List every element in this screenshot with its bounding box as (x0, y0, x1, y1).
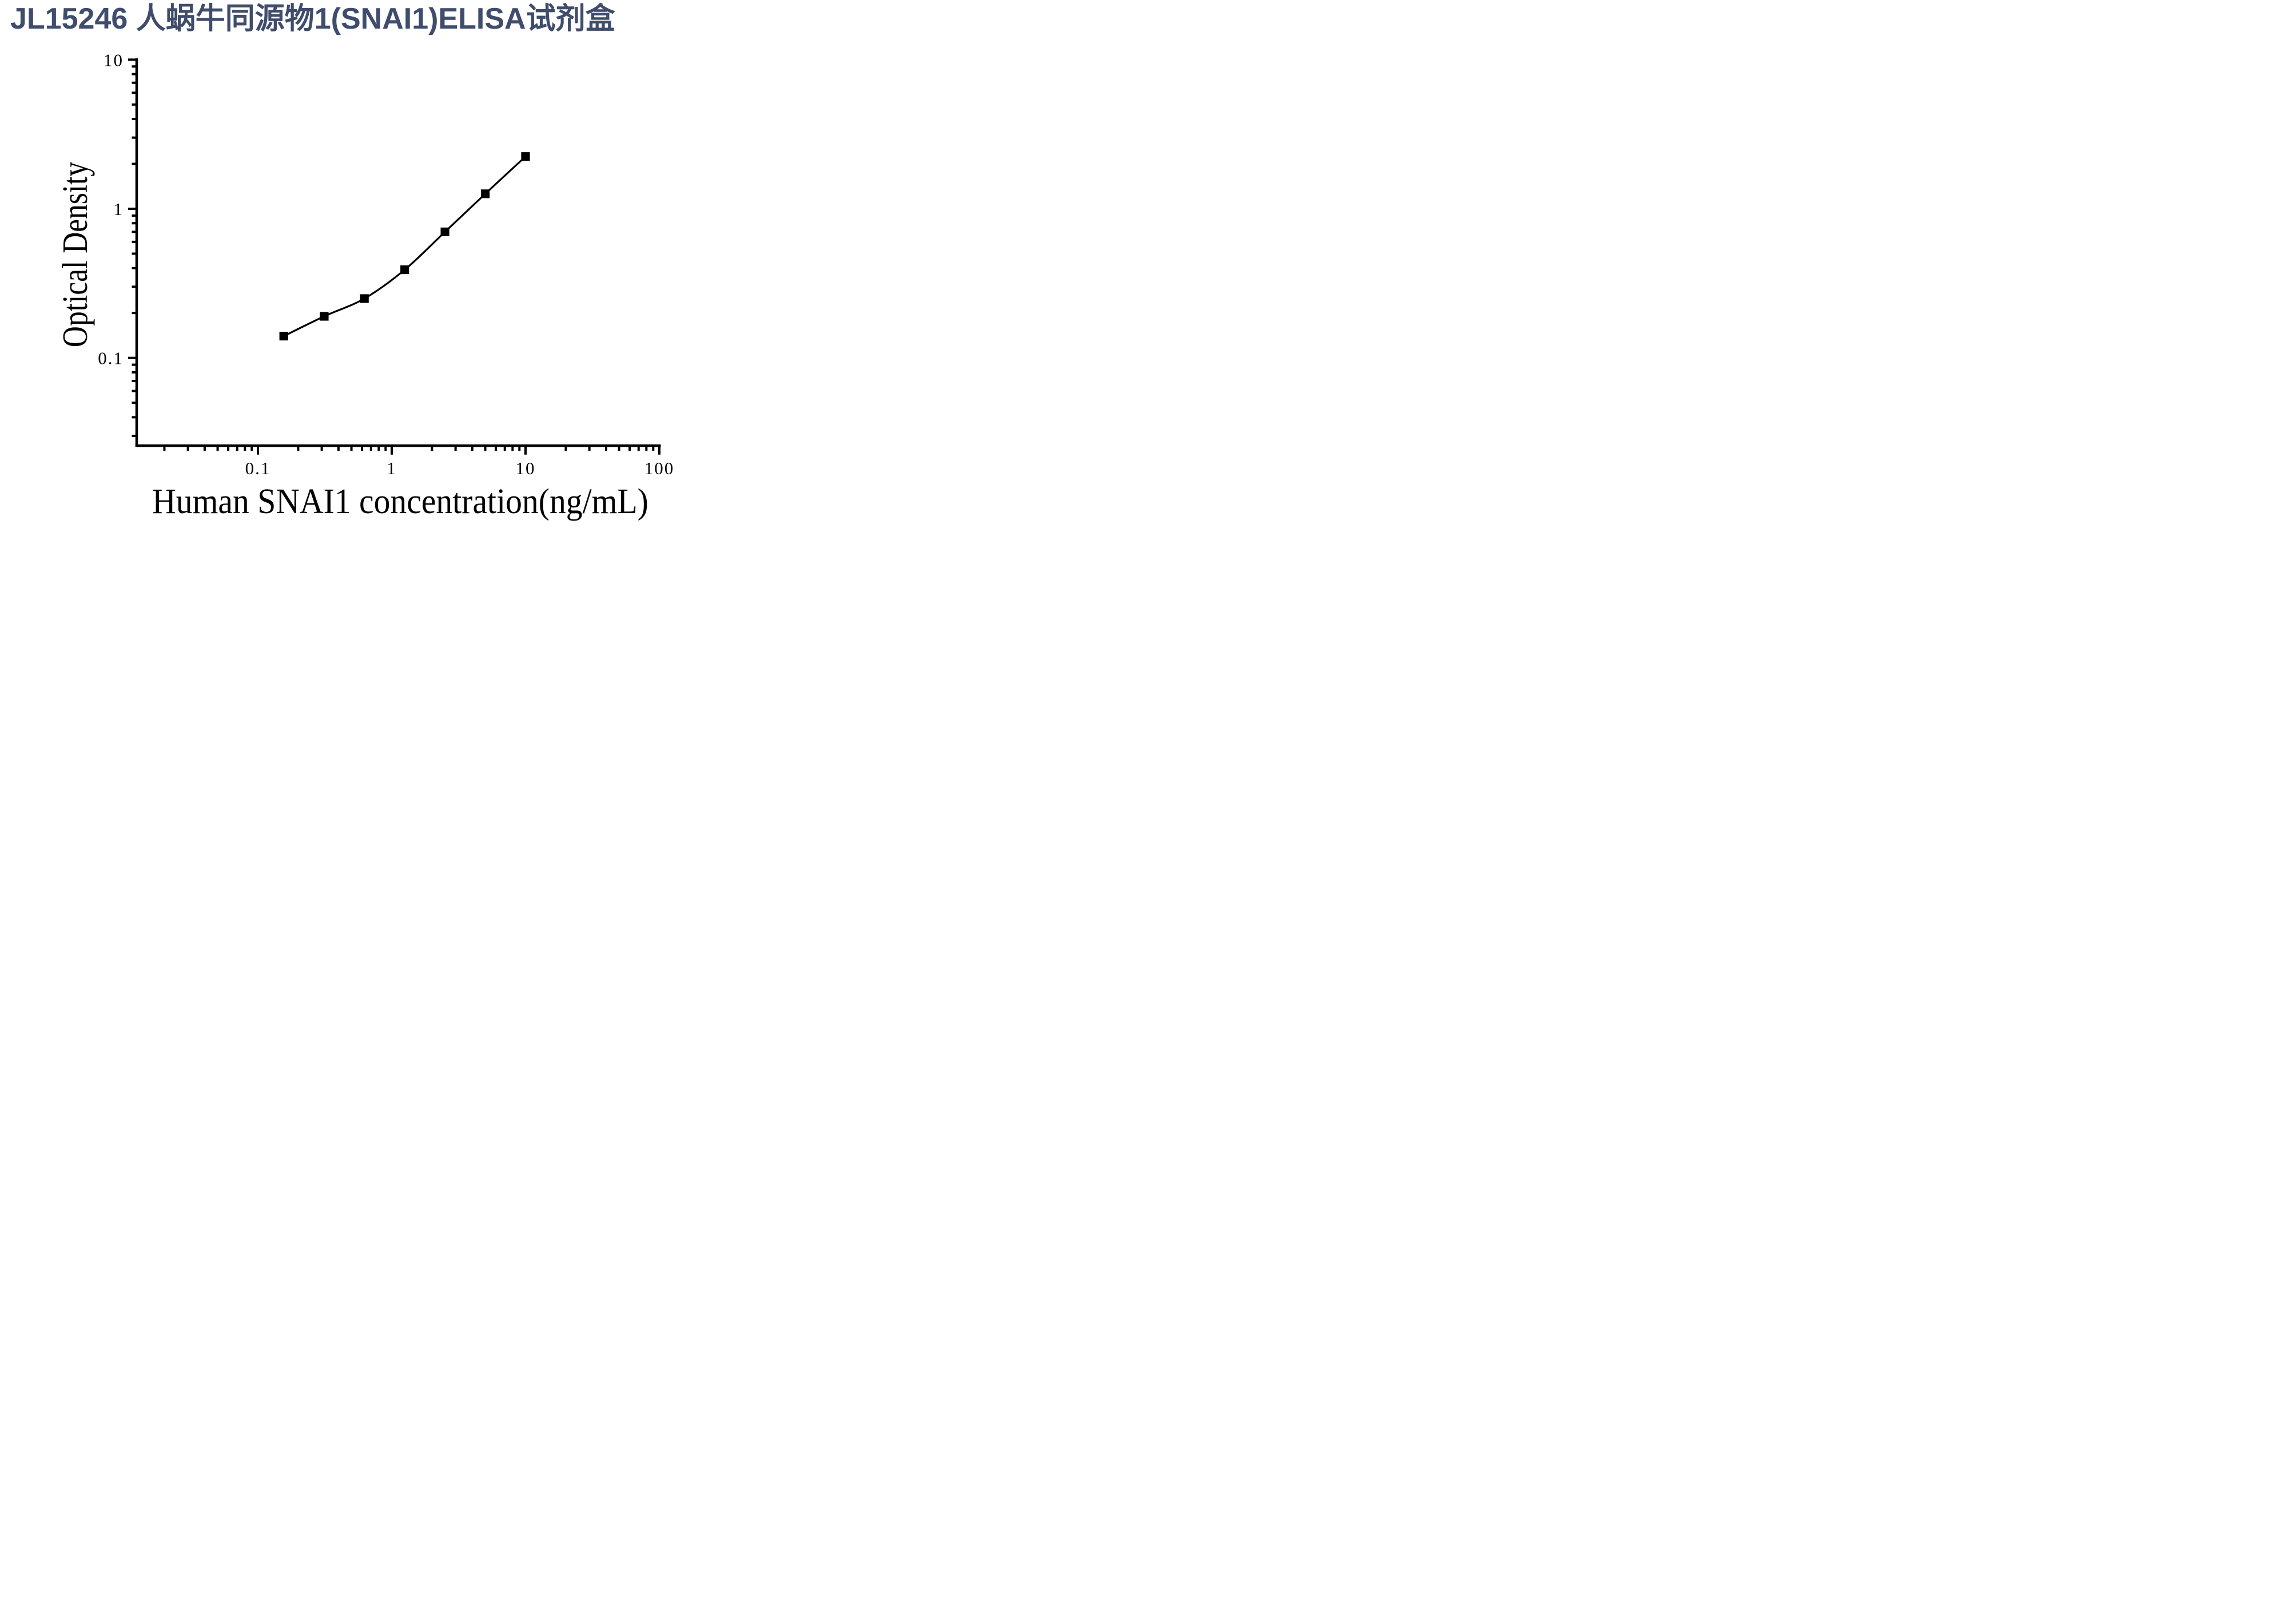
standard-curve-chart: 10 1 0.1 0.1 1 10 100 Human SNAI1 concen… (56, 50, 675, 521)
x-tick-label-0.1: 0.1 (245, 458, 271, 478)
data-series-standard-curve (279, 152, 530, 341)
tick-labels: 10 1 0.1 0.1 1 10 100 (98, 50, 675, 478)
x-tick-label-100: 100 (644, 458, 675, 478)
axes (135, 58, 661, 447)
elisa-standard-curve-figure: JL15246 人蜗牛同源物1(SNAI1)ELISA试剂盒 10 1 0.1 … (0, 0, 765, 535)
axis-ticks (128, 58, 660, 455)
x-tick-label-10: 10 (516, 458, 536, 478)
data-point-marker (320, 312, 329, 321)
data-point-marker (279, 332, 288, 341)
data-point-marker (440, 227, 449, 236)
data-point-marker (481, 189, 490, 198)
y-tick-label-10: 10 (104, 50, 124, 70)
page-title: JL15246 人蜗牛同源物1(SNAI1)ELISA试剂盒 (10, 2, 615, 35)
standard-curve-line (283, 156, 527, 337)
y-tick-label-1: 1 (114, 199, 124, 219)
y-axis-title: Optical Density (56, 161, 95, 347)
data-point-marker (521, 152, 530, 161)
x-axis-title: Human SNAI1 concentration(ng/mL) (152, 482, 648, 521)
data-point-marker (400, 265, 409, 275)
x-tick-label-1: 1 (387, 458, 397, 478)
y-tick-label-0.1: 0.1 (98, 348, 124, 368)
data-point-marker (360, 294, 369, 303)
